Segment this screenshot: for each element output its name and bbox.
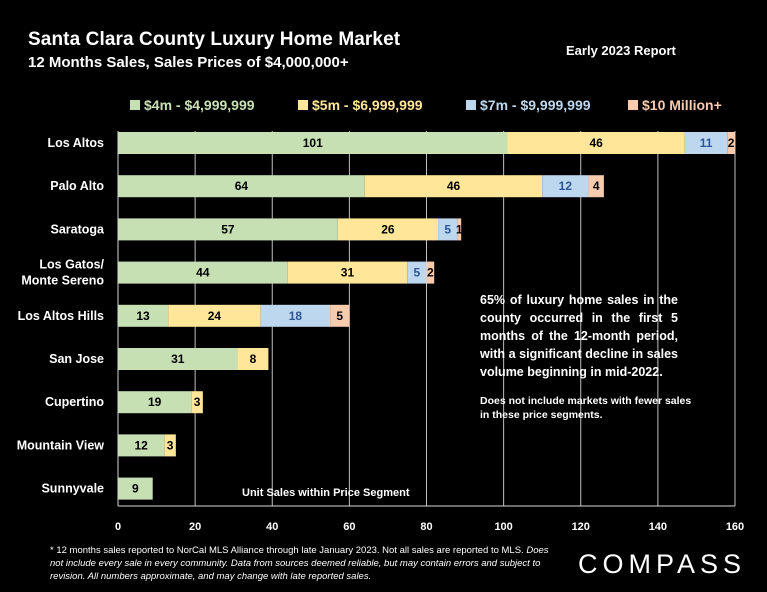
data-label: 11 bbox=[700, 136, 713, 150]
bar-segment bbox=[191, 391, 203, 414]
category-label: San Jose bbox=[49, 352, 104, 366]
category-label: Los Gatos/ bbox=[39, 258, 104, 272]
legend-swatch bbox=[298, 100, 308, 110]
x-tick-label: 0 bbox=[115, 521, 121, 533]
bar-segment bbox=[118, 434, 165, 457]
x-tick-label: 20 bbox=[189, 521, 201, 533]
legend-label: $4m - $4,999,999 bbox=[144, 97, 255, 113]
data-label: 18 bbox=[289, 309, 303, 323]
bar-segment bbox=[118, 132, 508, 154]
data-label: 13 bbox=[136, 309, 150, 323]
legend: $4m - $4,999,999 $5m - $6,999,999 $7m - … bbox=[130, 97, 750, 117]
bar-segment bbox=[118, 391, 192, 414]
data-label: 31 bbox=[341, 266, 355, 280]
bar-segment bbox=[727, 132, 735, 154]
annotation-main: 65% of luxury home sales in the county o… bbox=[480, 293, 678, 379]
data-label: 57 bbox=[221, 222, 235, 236]
category-label: Cupertino bbox=[45, 395, 104, 409]
bar-segment bbox=[457, 218, 462, 241]
data-label: 12 bbox=[134, 438, 148, 452]
bar-segment bbox=[118, 218, 338, 241]
category-label: Mountain View bbox=[17, 438, 105, 452]
data-label: 101 bbox=[303, 136, 323, 150]
bar-segment bbox=[287, 261, 408, 284]
data-label: 64 bbox=[235, 179, 249, 193]
data-label: 5 bbox=[414, 266, 421, 280]
bar-segment bbox=[426, 261, 435, 284]
data-label: 5 bbox=[444, 222, 451, 236]
chart-title: Santa Clara County Luxury Home Market bbox=[28, 29, 401, 50]
x-tick-label: 80 bbox=[420, 521, 432, 533]
footnote-plain: * 12 months sales reported to NorCal MLS… bbox=[50, 545, 527, 556]
data-label: 44 bbox=[196, 266, 210, 280]
bar-segment bbox=[118, 348, 238, 370]
category-label: Sunnyvale bbox=[41, 482, 104, 496]
bar-segment bbox=[168, 304, 261, 327]
bar-segment bbox=[330, 304, 350, 327]
category-label: Saratoga bbox=[51, 222, 106, 236]
compass-logo: COMPASS bbox=[578, 549, 747, 579]
data-label: 46 bbox=[589, 136, 603, 150]
x-tick-label: 100 bbox=[494, 521, 512, 533]
legend-swatch bbox=[628, 100, 638, 110]
bar-segment bbox=[438, 218, 458, 241]
bar-segment bbox=[118, 477, 153, 500]
bar-segment bbox=[260, 304, 331, 327]
legend-label: $5m - $6,999,999 bbox=[312, 97, 423, 113]
bar-segment bbox=[684, 132, 728, 154]
data-label: 24 bbox=[208, 309, 222, 323]
data-label: 3 bbox=[194, 395, 201, 409]
bar-segment bbox=[364, 175, 543, 198]
data-label: 2 bbox=[728, 136, 735, 150]
category-label: Los Altos Hills bbox=[18, 309, 104, 323]
data-label: 4 bbox=[593, 179, 600, 193]
x-tick-label: 140 bbox=[649, 521, 667, 533]
bar-segment bbox=[118, 261, 288, 284]
bar-segment bbox=[588, 175, 604, 198]
category-label: Monte Sereno bbox=[21, 274, 104, 288]
x-tick-label: 40 bbox=[266, 521, 278, 533]
bar-segment bbox=[237, 348, 269, 370]
bar-segment bbox=[118, 304, 169, 327]
x-tick-label: 160 bbox=[726, 521, 744, 533]
bar-segment bbox=[407, 261, 427, 284]
axis-unit-label: Unit Sales within Price Segment bbox=[242, 487, 410, 499]
footnote: * 12 months sales reported to NorCal MLS… bbox=[50, 544, 550, 583]
data-label: 12 bbox=[559, 179, 573, 193]
legend-item-s3: $7m - $9,999,999 bbox=[466, 97, 591, 113]
bar-segment bbox=[164, 434, 176, 457]
data-label: 46 bbox=[447, 179, 461, 193]
data-label: 3 bbox=[167, 438, 174, 452]
data-label: 26 bbox=[381, 222, 395, 236]
data-label: 8 bbox=[250, 352, 257, 366]
x-tick-label: 60 bbox=[343, 521, 355, 533]
data-label: 5 bbox=[336, 309, 343, 323]
legend-label: $7m - $9,999,999 bbox=[480, 97, 591, 113]
x-tick-label: 120 bbox=[572, 521, 590, 533]
data-label: 19 bbox=[148, 395, 162, 409]
annotation-secondary: Does not include markets with fewer sale… bbox=[480, 395, 692, 421]
bar-segment bbox=[507, 132, 685, 154]
bar-segment bbox=[118, 175, 365, 198]
footnote-italic: Does not include every sale in every com… bbox=[50, 545, 549, 582]
category-label: Palo Alto bbox=[50, 179, 104, 193]
legend-item-s1: $4m - $4,999,999 bbox=[130, 97, 255, 113]
bar-segment bbox=[542, 175, 589, 198]
legend-item-s4: $10 Million+ bbox=[628, 97, 722, 113]
legend-swatch bbox=[130, 100, 140, 110]
chart-subtitle: 12 Months Sales, Sales Prices of $4,000,… bbox=[28, 54, 349, 71]
legend-swatch bbox=[466, 100, 476, 110]
data-label: 31 bbox=[171, 352, 185, 366]
report-label: Early 2023 Report bbox=[566, 43, 676, 58]
legend-label: $10 Million+ bbox=[642, 97, 722, 113]
legend-item-s2: $5m - $6,999,999 bbox=[298, 97, 423, 113]
category-label: Los Altos bbox=[48, 136, 105, 150]
data-label: 2 bbox=[427, 266, 434, 280]
bar-segment bbox=[337, 218, 439, 241]
data-label: 1 bbox=[456, 222, 463, 236]
data-label: 9 bbox=[132, 482, 139, 496]
